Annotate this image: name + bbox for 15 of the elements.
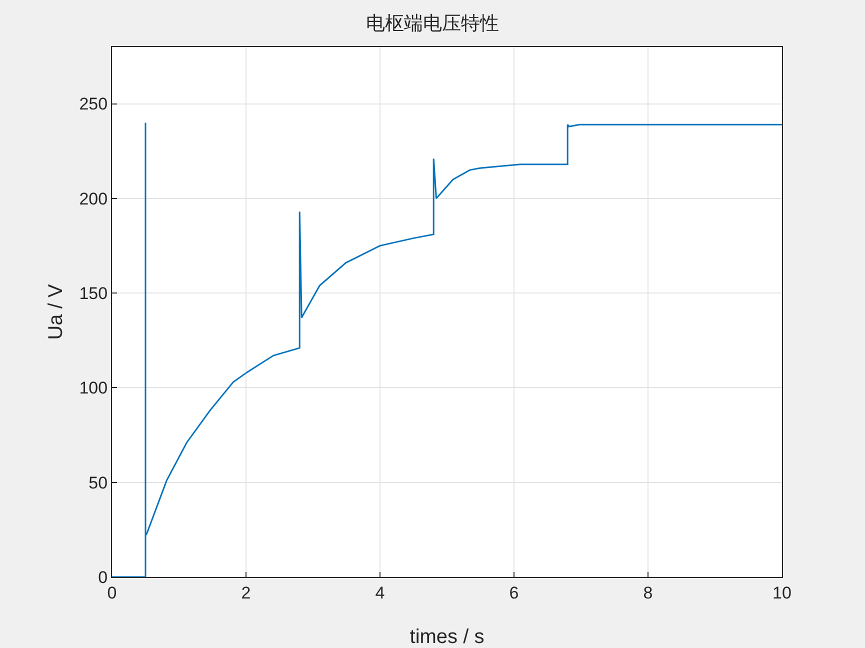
y-tick-label: 200	[79, 189, 108, 208]
y-tick-label: 150	[79, 284, 108, 304]
y-tick-label: 50	[88, 473, 108, 492]
x-tick-label: 6	[509, 583, 519, 602]
chart-title: 电枢端电压特性	[366, 12, 499, 34]
y-tick-label: 0	[98, 568, 108, 587]
line-series	[112, 122, 782, 577]
x-tick-label: 2	[241, 583, 251, 602]
x-axis-title: times / s	[410, 626, 484, 648]
x-tick-label: 4	[375, 583, 385, 602]
x-tick-label: 10	[772, 583, 792, 602]
y-tick-label: 250	[79, 94, 108, 114]
x-tick-label: 8	[643, 583, 653, 602]
y-tick-label: 100	[79, 378, 108, 398]
y-axis-title: Ua / V	[45, 284, 67, 340]
